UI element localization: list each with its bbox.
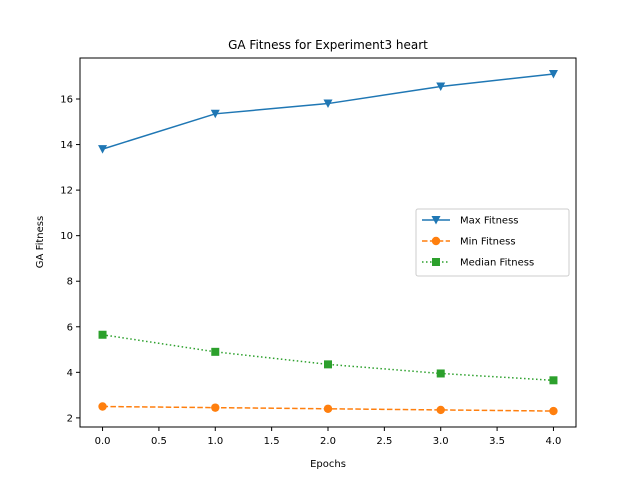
legend-box xyxy=(415,208,570,277)
data-point-min-fitness xyxy=(549,406,558,416)
series-max-fitness xyxy=(98,69,558,154)
x-tick-label: 3.5 xyxy=(489,436,505,447)
y-tick-label: 4 xyxy=(67,368,73,379)
y-tick-label: 16 xyxy=(60,95,73,106)
data-point-median-fitness xyxy=(324,360,332,369)
data-point-max-fitness xyxy=(323,99,333,109)
x-tick-label: 2.5 xyxy=(376,436,392,447)
y-tick-label: 10 xyxy=(60,231,73,242)
series-min-fitness xyxy=(98,402,558,416)
series-line-median-fitness xyxy=(102,334,554,382)
y-axis-label: GA Fitness xyxy=(35,216,46,268)
data-point-max-fitness xyxy=(210,109,220,119)
legend-marker-median-fitness xyxy=(432,258,440,266)
legend-label-max-fitness: Max Fitness xyxy=(460,216,519,227)
data-point-max-fitness xyxy=(548,69,558,79)
x-tick-label: 4.0 xyxy=(546,436,562,447)
series-median-fitness xyxy=(98,330,558,385)
legend-label-median-fitness: Median Fitness xyxy=(460,258,534,269)
data-point-median-fitness xyxy=(549,376,558,385)
x-tick-label: 0.0 xyxy=(95,436,111,447)
x-tick-label: 0.5 xyxy=(151,436,167,447)
y-tick-label: 8 xyxy=(67,277,73,288)
data-point-median-fitness xyxy=(211,347,220,356)
x-axis-label: Epochs xyxy=(310,459,346,470)
legend: Max Fitness Min Fitness Median Fitness xyxy=(415,208,570,277)
x-axis: 0.0 0.5 1.0 1.5 2.0 2.5 3.0 3.5 4.0 xyxy=(95,427,562,447)
data-point-median-fitness xyxy=(436,369,445,378)
legend-label-min-fitness: Min Fitness xyxy=(460,237,516,248)
data-point-max-fitness xyxy=(98,145,108,154)
x-tick-label: 3.0 xyxy=(433,436,449,447)
data-point-min-fitness xyxy=(323,404,333,413)
plot-area xyxy=(98,69,558,416)
y-tick-label: 14 xyxy=(60,140,73,151)
y-tick-label: 6 xyxy=(67,322,73,333)
data-point-median-fitness xyxy=(98,330,107,339)
data-point-min-fitness xyxy=(211,403,220,412)
y-tick-label: 12 xyxy=(60,186,73,197)
x-tick-label: 2.0 xyxy=(320,436,336,447)
y-tick-label: 2 xyxy=(67,413,73,424)
data-point-max-fitness xyxy=(436,82,446,91)
x-tick-label: 1.0 xyxy=(207,436,223,447)
data-point-min-fitness xyxy=(98,402,107,411)
x-tick-label: 1.5 xyxy=(264,436,280,447)
legend-marker-min-fitness xyxy=(431,236,441,246)
legend-marker-max-fitness xyxy=(431,216,441,225)
y-axis: 2 4 6 8 10 12 14 16 xyxy=(60,95,80,424)
chart-title: GA Fitness for Experiment3 heart xyxy=(228,38,428,52)
data-point-min-fitness xyxy=(436,405,445,415)
